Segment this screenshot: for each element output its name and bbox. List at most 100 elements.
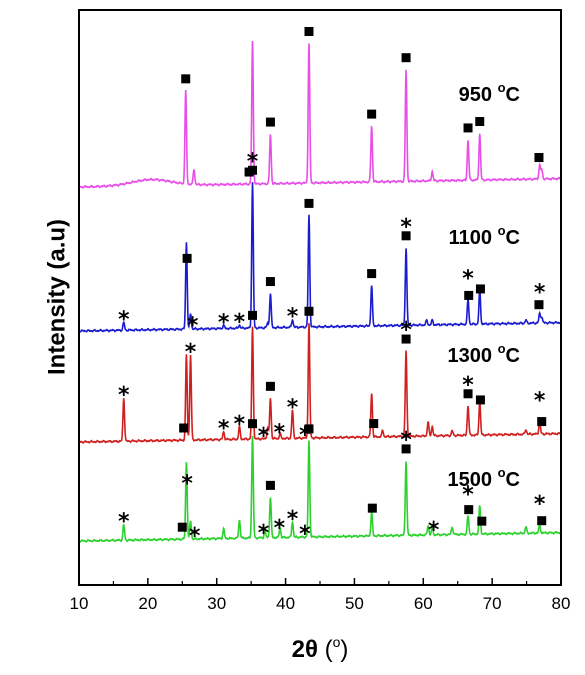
x-axis-title-close: ): [340, 636, 348, 663]
x-axis-title-open: (: [318, 636, 333, 663]
temperature-unit: C: [506, 345, 520, 367]
x-tick-label: 10: [70, 594, 89, 613]
star-marker: *: [234, 412, 246, 437]
star-marker: *: [462, 373, 474, 398]
series-line-1300: [78, 323, 562, 444]
square-marker: [367, 109, 377, 119]
series-line-950: [78, 41, 562, 189]
x-tick-label: 70: [483, 594, 502, 613]
x-tick-label: 80: [552, 594, 571, 613]
square-marker: [537, 516, 547, 526]
square-marker: [179, 423, 189, 433]
spectra-layer: [78, 41, 562, 543]
square-marker: [464, 505, 474, 515]
square-marker: [475, 117, 485, 127]
y-axis: Intensity (a.u): [43, 219, 70, 375]
star-marker: *: [258, 521, 270, 546]
square-marker: [463, 123, 473, 133]
square-marker: [475, 284, 485, 294]
star-marker: *: [258, 424, 270, 449]
square-marker: [304, 198, 314, 208]
square-marker: [304, 424, 314, 434]
star-marker: *: [118, 307, 130, 332]
star-marker: *: [189, 524, 201, 549]
degree-sign: o: [498, 80, 506, 95]
star-marker: *: [234, 310, 246, 335]
temperature-unit: C: [506, 469, 520, 491]
star-marker: *: [185, 340, 197, 365]
star-marker: *: [534, 280, 546, 305]
x-tick-label: 50: [345, 594, 364, 613]
degree-sign: o: [498, 341, 506, 356]
temperature-label-950: 950 oC: [459, 80, 520, 106]
square-marker: [265, 117, 275, 127]
degree-sign: o: [498, 465, 506, 480]
star-marker: *: [400, 318, 412, 343]
square-marker: [304, 306, 314, 316]
star-marker: *: [287, 507, 299, 532]
square-marker: [182, 253, 192, 263]
square-marker: [463, 389, 473, 399]
star-marker: *: [462, 483, 474, 508]
square-marker: [475, 395, 485, 405]
square-marker: [367, 503, 377, 513]
star-marker: *: [534, 389, 546, 414]
star-marker: *: [462, 266, 474, 291]
x-axis-title-unit: o: [333, 634, 341, 650]
star-marker: *: [118, 383, 130, 408]
star-marker: *: [181, 472, 193, 497]
series-line-1100: [78, 182, 562, 333]
temperature-value: 1500: [448, 469, 498, 491]
x-tick-label: 60: [414, 594, 433, 613]
x-tick-label: 40: [276, 594, 295, 613]
square-marker: [401, 231, 411, 241]
x-axis-title: 2θ (o): [292, 634, 349, 663]
square-marker: [401, 53, 411, 63]
square-marker: [265, 381, 275, 391]
square-marker: [534, 300, 544, 310]
star-marker: *: [299, 522, 311, 547]
square-marker: [265, 480, 275, 490]
degree-sign: o: [498, 223, 506, 238]
square-marker: [537, 417, 547, 427]
square-marker: [304, 26, 314, 36]
temperature-unit: C: [506, 227, 520, 249]
x-tick-label: 30: [207, 594, 226, 613]
square-marker: [367, 269, 377, 279]
star-marker: *: [218, 310, 230, 335]
square-marker: [534, 153, 544, 163]
square-marker: [464, 290, 474, 300]
temperature-value: 1100: [449, 227, 498, 249]
star-marker: *: [400, 428, 412, 453]
square-marker: [177, 522, 187, 532]
star-marker: *: [534, 492, 546, 517]
square-marker: [265, 277, 275, 287]
square-marker: [248, 419, 258, 429]
star-marker: *: [118, 510, 130, 535]
square-marker: [181, 74, 191, 84]
star-marker: *: [287, 305, 299, 330]
square-marker: [248, 165, 258, 175]
star-marker: *: [274, 420, 286, 445]
square-marker: [248, 310, 258, 320]
star-marker: *: [428, 518, 440, 543]
x-axis: 10 20 30 40 50 60 70 80: [70, 578, 571, 613]
star-marker: *: [247, 149, 259, 174]
x-axis-title-main: 2θ: [292, 636, 318, 663]
y-axis-title: Intensity (a.u): [43, 219, 70, 375]
temperature-label-1300: 1300 oC: [448, 341, 520, 367]
temperature-label-1500: 1500 oC: [448, 465, 520, 491]
square-marker: [401, 444, 411, 454]
temperature-value: 950: [459, 84, 498, 106]
star-marker: *: [187, 314, 199, 339]
x-tick-label: 20: [138, 594, 157, 613]
star-marker: *: [274, 516, 286, 541]
star-marker: *: [400, 215, 412, 240]
square-marker: [477, 516, 487, 526]
square-marker: [401, 334, 411, 344]
star-marker: *: [287, 395, 299, 420]
marker-layer: * * * ********* * * ********* * * ***** *: [118, 26, 547, 549]
temperature-value: 1300: [448, 345, 498, 367]
